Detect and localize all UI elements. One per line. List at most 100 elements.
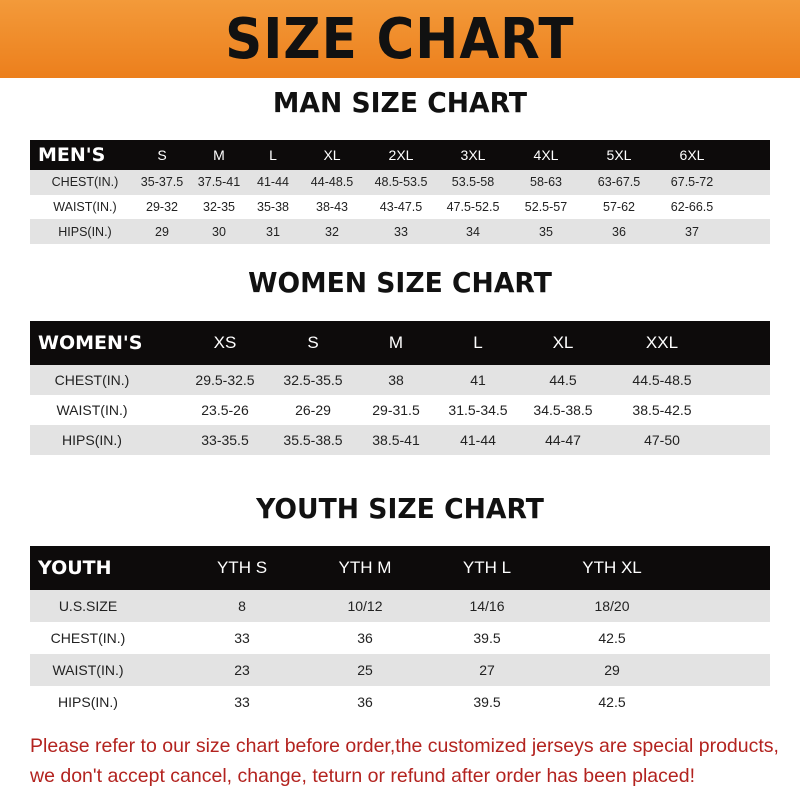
measurement-value: 8 [238,598,246,614]
measurement-value: 25 [357,662,373,678]
measurement-value: 33 [234,694,250,710]
measurement-value: 62-66.5 [670,200,714,215]
measurement-value: 33 [234,630,250,646]
measurement-value: 38-43 [316,200,348,215]
measurement-value: 29 [155,224,169,239]
measurement-value: 57-62 [603,200,635,215]
measurement-value: 36 [612,224,626,239]
measurement-value: 35-37.5 [140,175,184,190]
measurement-value: 39.5 [473,694,501,710]
measurement-value: 18/20 [594,598,630,614]
measurement-value: 41 [470,372,486,388]
measurement-value: 32-35 [203,200,235,215]
measurement-value: 29 [604,662,620,678]
size-column-header: L [269,147,277,163]
measurement-value: 23 [234,662,250,678]
measurement-value: 29-32 [146,200,178,215]
measurement-value: 42.5 [598,694,626,710]
table-row: WAIST(IN.) 23.5-26 26-29 29-31.5 31.5-34.5 34… [30,395,770,425]
measurement-value: 14/16 [469,598,505,614]
table-row: WAIST(IN.) 29-32 32-35 35-38 38-43 43-47.5 47.… [30,195,770,220]
measurement-value: 39.5 [473,630,501,646]
size-column-header: 2XL [388,147,414,163]
table-label: MEN'S [38,144,106,166]
measurement-value: 35-38 [257,200,289,215]
measurement-value: 32.5-35.5 [283,372,343,388]
measurement-value: 53.5-58 [451,175,495,190]
measurement-value: 26-29 [295,402,331,418]
men-section-title: MAN SIZE CHART [272,86,528,119]
measurement-value: 36 [357,630,373,646]
size-column-header: YTH XL [582,558,642,577]
measurement-value: 47.5-52.5 [446,200,500,215]
table-row: HIPS(IN.) 33-35.5 35.5-38.5 38.5-41 41-44 44-… [30,425,770,455]
measurement-label: WAIST(IN.) [52,662,124,678]
measurement-value: 44.5 [549,372,577,388]
size-column-header: 5XL [606,147,632,163]
banner: SIZE CHART [0,0,800,78]
measurement-value: 37 [685,224,699,239]
measurement-value: 37.5-41 [197,175,241,190]
measurement-value: 38.5-42.5 [632,402,692,418]
measurement-value: 41-44 [460,432,496,448]
measurement-value: 48.5-53.5 [374,175,428,190]
size-column-header: XXL [645,333,679,352]
measurement-value: 52.5-57 [524,200,568,215]
size-column-header: M [213,147,225,163]
size-column-header: 3XL [460,147,486,163]
table-row: WAIST(IN.) 23 25 27 29 [30,654,770,686]
measurement-value: 35 [539,224,553,239]
banner-title: SIZE CHART [225,6,575,72]
measurement-value: 43-47.5 [379,200,423,215]
measurement-value: 34 [466,224,480,239]
youth-section-title: YOUTH SIZE CHART [256,492,544,525]
size-column-header: S [307,333,319,352]
measurement-value: 58-63 [530,175,562,190]
table-row: CHEST(IN.) 33 36 39.5 42.5 [30,622,770,654]
table-row: CHEST(IN.) 35-37.5 37.5-41 41-44 44-48.5 48.5… [30,170,770,195]
table-label: WOMEN'S [38,332,143,354]
size-column-header: S [157,147,167,163]
measurement-value: 29.5-32.5 [195,372,255,388]
table-row: CHEST(IN.) 29.5-32.5 32.5-35.5 38 41 44.5 44.5… [30,365,770,395]
measurement-value: 44.5-48.5 [632,372,692,388]
size-column-header: 4XL [533,147,559,163]
measurement-value: 47-50 [644,432,680,448]
table-row: U.S.SIZE 8 10/12 14/16 18/20 [30,590,770,622]
measurement-value: 63-67.5 [597,175,641,190]
size-column-header: YTH L [462,558,512,577]
table-label: YOUTH [38,557,112,579]
measurement-label: HIPS(IN.) [58,224,112,239]
measurement-label: HIPS(IN.) [62,432,122,448]
measurement-value: 31.5-34.5 [448,402,508,418]
notice-line-1: Please refer to our size chart before or… [30,735,779,757]
notice-line-2: we don't accept cancel, change, teturn o… [30,765,695,787]
measurement-value: 27 [479,662,495,678]
measurement-value: 33 [394,224,408,239]
measurement-label: U.S.SIZE [58,598,118,614]
measurement-label: WAIST(IN.) [53,200,117,215]
measurement-value: 67.5-72 [670,175,714,190]
measurement-value: 44-47 [545,432,581,448]
size-column-header: M [388,333,404,352]
header-row: MEN'S S M L XL 2XL 3XL 4XL 5XL 6XL [30,140,770,170]
measurement-value: 38 [388,372,404,388]
measurement-value: 32 [325,224,339,239]
measurement-value: 34.5-38.5 [533,402,593,418]
measurement-label: CHEST(IN.) [54,372,130,388]
size-column-header: XL [552,333,574,352]
measurement-value: 23.5-26 [201,402,249,418]
size-column-header: YTH S [216,558,268,577]
measurement-value: 31 [266,224,280,239]
measurement-label: HIPS(IN.) [58,694,118,710]
size-column-header: L [473,333,483,352]
measurement-value: 33-35.5 [201,432,249,448]
size-column-header: XL [323,147,341,163]
header-row: YOUTH YTH S YTH M YTH L YTH XL [30,546,770,590]
measurement-value: 35.5-38.5 [283,432,343,448]
measurement-label: CHEST(IN.) [51,175,119,190]
measurement-value: 29-31.5 [372,402,420,418]
measurement-value: 30 [212,224,226,239]
measurement-value: 42.5 [598,630,626,646]
table-row: HIPS(IN.) 33 36 39.5 42.5 [30,686,770,718]
